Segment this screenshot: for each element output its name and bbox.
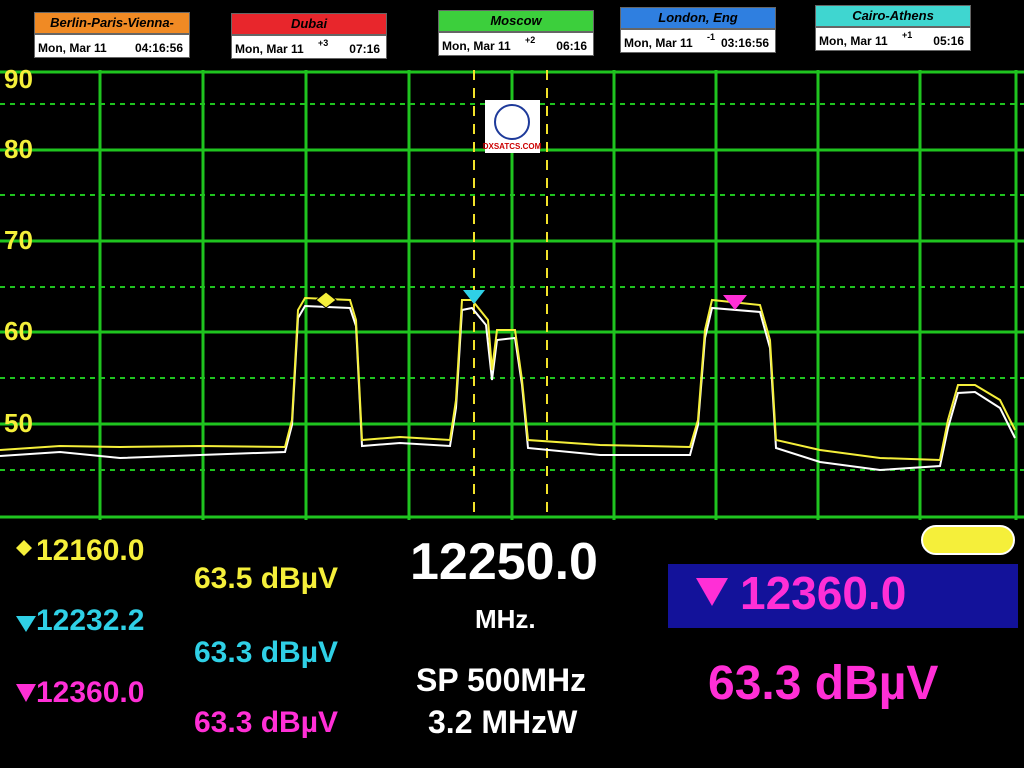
marker-1-icon bbox=[16, 540, 32, 556]
marker-freq: 12160.0 bbox=[36, 534, 145, 567]
center-freq: 12250.0 bbox=[410, 533, 598, 591]
clock: Berlin-Paris-Vienna-RomaMon, Mar 11 04:16… bbox=[34, 12, 190, 58]
time: 05:16 bbox=[933, 34, 964, 48]
marker-3-icon bbox=[16, 684, 36, 702]
date-row: Mon, Mar 11 +3 07:16 bbox=[231, 35, 387, 59]
battery bbox=[921, 525, 1015, 555]
logo-icon bbox=[494, 104, 530, 140]
offset: +1 bbox=[902, 30, 913, 40]
logo-text: DXSATCS.COM bbox=[483, 142, 542, 151]
center-unit: MHz. bbox=[475, 604, 536, 634]
level-label: 50 bbox=[4, 408, 33, 438]
marker-2-icon bbox=[16, 616, 36, 632]
active-freq: 12360.0 bbox=[740, 567, 907, 619]
rbw: 3.2 MHzW bbox=[428, 704, 578, 740]
trace-min bbox=[0, 304, 1016, 472]
offset: +2 bbox=[525, 35, 536, 45]
clock: Moscow Mon, Mar 11 +2 06:16 bbox=[438, 10, 594, 56]
marker-freq: 12360.0 bbox=[36, 676, 145, 709]
offset: +3 bbox=[318, 38, 329, 48]
clock: Cairo-Athens Mon, Mar 11 +1 05:16 bbox=[815, 5, 971, 51]
date-row: Mon, Mar 11 04:16:56 bbox=[34, 34, 190, 58]
time: 03:16:56 bbox=[720, 36, 769, 50]
level-label: 90 bbox=[4, 64, 33, 94]
city: Berlin-Paris-Vienna-Roma bbox=[34, 12, 190, 50]
level-label: 80 bbox=[4, 134, 33, 164]
date-row: Mon, Mar 11 +2 06:16 bbox=[438, 32, 594, 56]
marker-level: 63.3 dBµV bbox=[194, 706, 339, 739]
city: Dubai bbox=[231, 13, 387, 35]
active-icon bbox=[696, 578, 728, 606]
trace-max bbox=[0, 296, 1016, 462]
marker-level: 63.5 dBµV bbox=[194, 562, 339, 595]
active-box bbox=[668, 564, 1018, 628]
time: 04:16:56 bbox=[134, 41, 183, 55]
marker-freq: 12232.2 bbox=[36, 604, 145, 637]
active-level: 63.3 dBµV bbox=[708, 657, 939, 710]
city: London, Eng bbox=[620, 7, 776, 29]
offset: -1 bbox=[707, 32, 716, 42]
city: Moscow bbox=[438, 10, 594, 32]
time: 06:16 bbox=[556, 39, 587, 53]
date: Mon, Mar 11 bbox=[38, 41, 107, 55]
clock: Dubai Mon, Mar 11 +3 07:16 bbox=[231, 13, 387, 59]
date: Mon, Mar 11 bbox=[442, 39, 511, 53]
time: 07:16 bbox=[349, 42, 380, 56]
date: Mon, Mar 11 bbox=[235, 42, 304, 56]
marker-3 bbox=[723, 295, 747, 310]
city: Cairo-Athens bbox=[815, 5, 971, 27]
date: Mon, Mar 11 bbox=[819, 34, 888, 48]
marker-level: 63.3 dBµV bbox=[194, 636, 339, 669]
level-label: 60 bbox=[4, 316, 33, 346]
level-label: 70 bbox=[4, 225, 33, 255]
span: SP 500MHz bbox=[416, 662, 587, 698]
marker-1 bbox=[315, 291, 337, 309]
clock: London, Eng Mon, Mar 11 -1 03:16:56 bbox=[620, 7, 776, 53]
date: Mon, Mar 11 bbox=[624, 36, 693, 50]
marker-2 bbox=[463, 290, 485, 304]
date-row: Mon, Mar 11 +1 05:16 bbox=[815, 27, 971, 51]
date-row: Mon, Mar 11 -1 03:16:56 bbox=[620, 29, 776, 53]
logo-box bbox=[485, 100, 540, 153]
